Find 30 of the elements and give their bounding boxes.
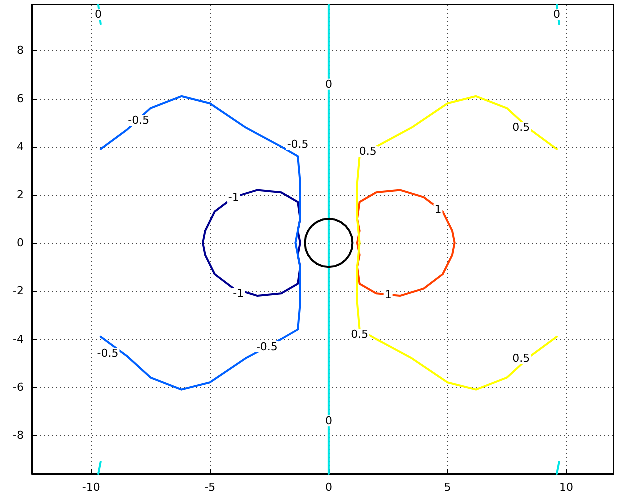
annotation: 0.5 (512, 121, 530, 134)
annotation: 0 (95, 8, 102, 22)
y-tick-label: 6 (17, 92, 24, 106)
annotation: -0.5 (256, 340, 278, 354)
annotation: 1 (384, 288, 392, 302)
annotation: -0.5 (97, 347, 119, 360)
y-tick-label: 4 (17, 140, 24, 154)
annotation: 0 (325, 78, 332, 91)
annotation: -0.5 (287, 138, 309, 151)
y-tick-label: -2 (13, 284, 24, 298)
y-tick-label: 8 (17, 44, 24, 58)
annotation: 0 (553, 8, 560, 22)
y-tick-label: 2 (17, 188, 24, 202)
y-tick-label: -4 (13, 332, 24, 346)
annotation: -0.5 (128, 114, 150, 127)
x-tick-label: -5 (204, 481, 216, 494)
x-tick-label: 5 (444, 481, 452, 494)
annotation: -1 (233, 287, 244, 300)
y-tick-label: -6 (13, 380, 24, 394)
x-tick-label: -10 (82, 481, 100, 494)
annotation: 1 (434, 202, 442, 216)
annotation: -1 (228, 190, 240, 204)
x-tick-label: 10 (559, 481, 574, 494)
annotation: 0.5 (351, 328, 369, 342)
y-tick-label: 0 (17, 236, 24, 250)
annotation: 0.5 (359, 145, 377, 158)
annotation: 0 (325, 414, 332, 428)
y-tick-label: -8 (13, 429, 24, 442)
annotation: 0.5 (512, 352, 530, 366)
x-tick-label: 0 (325, 481, 332, 494)
